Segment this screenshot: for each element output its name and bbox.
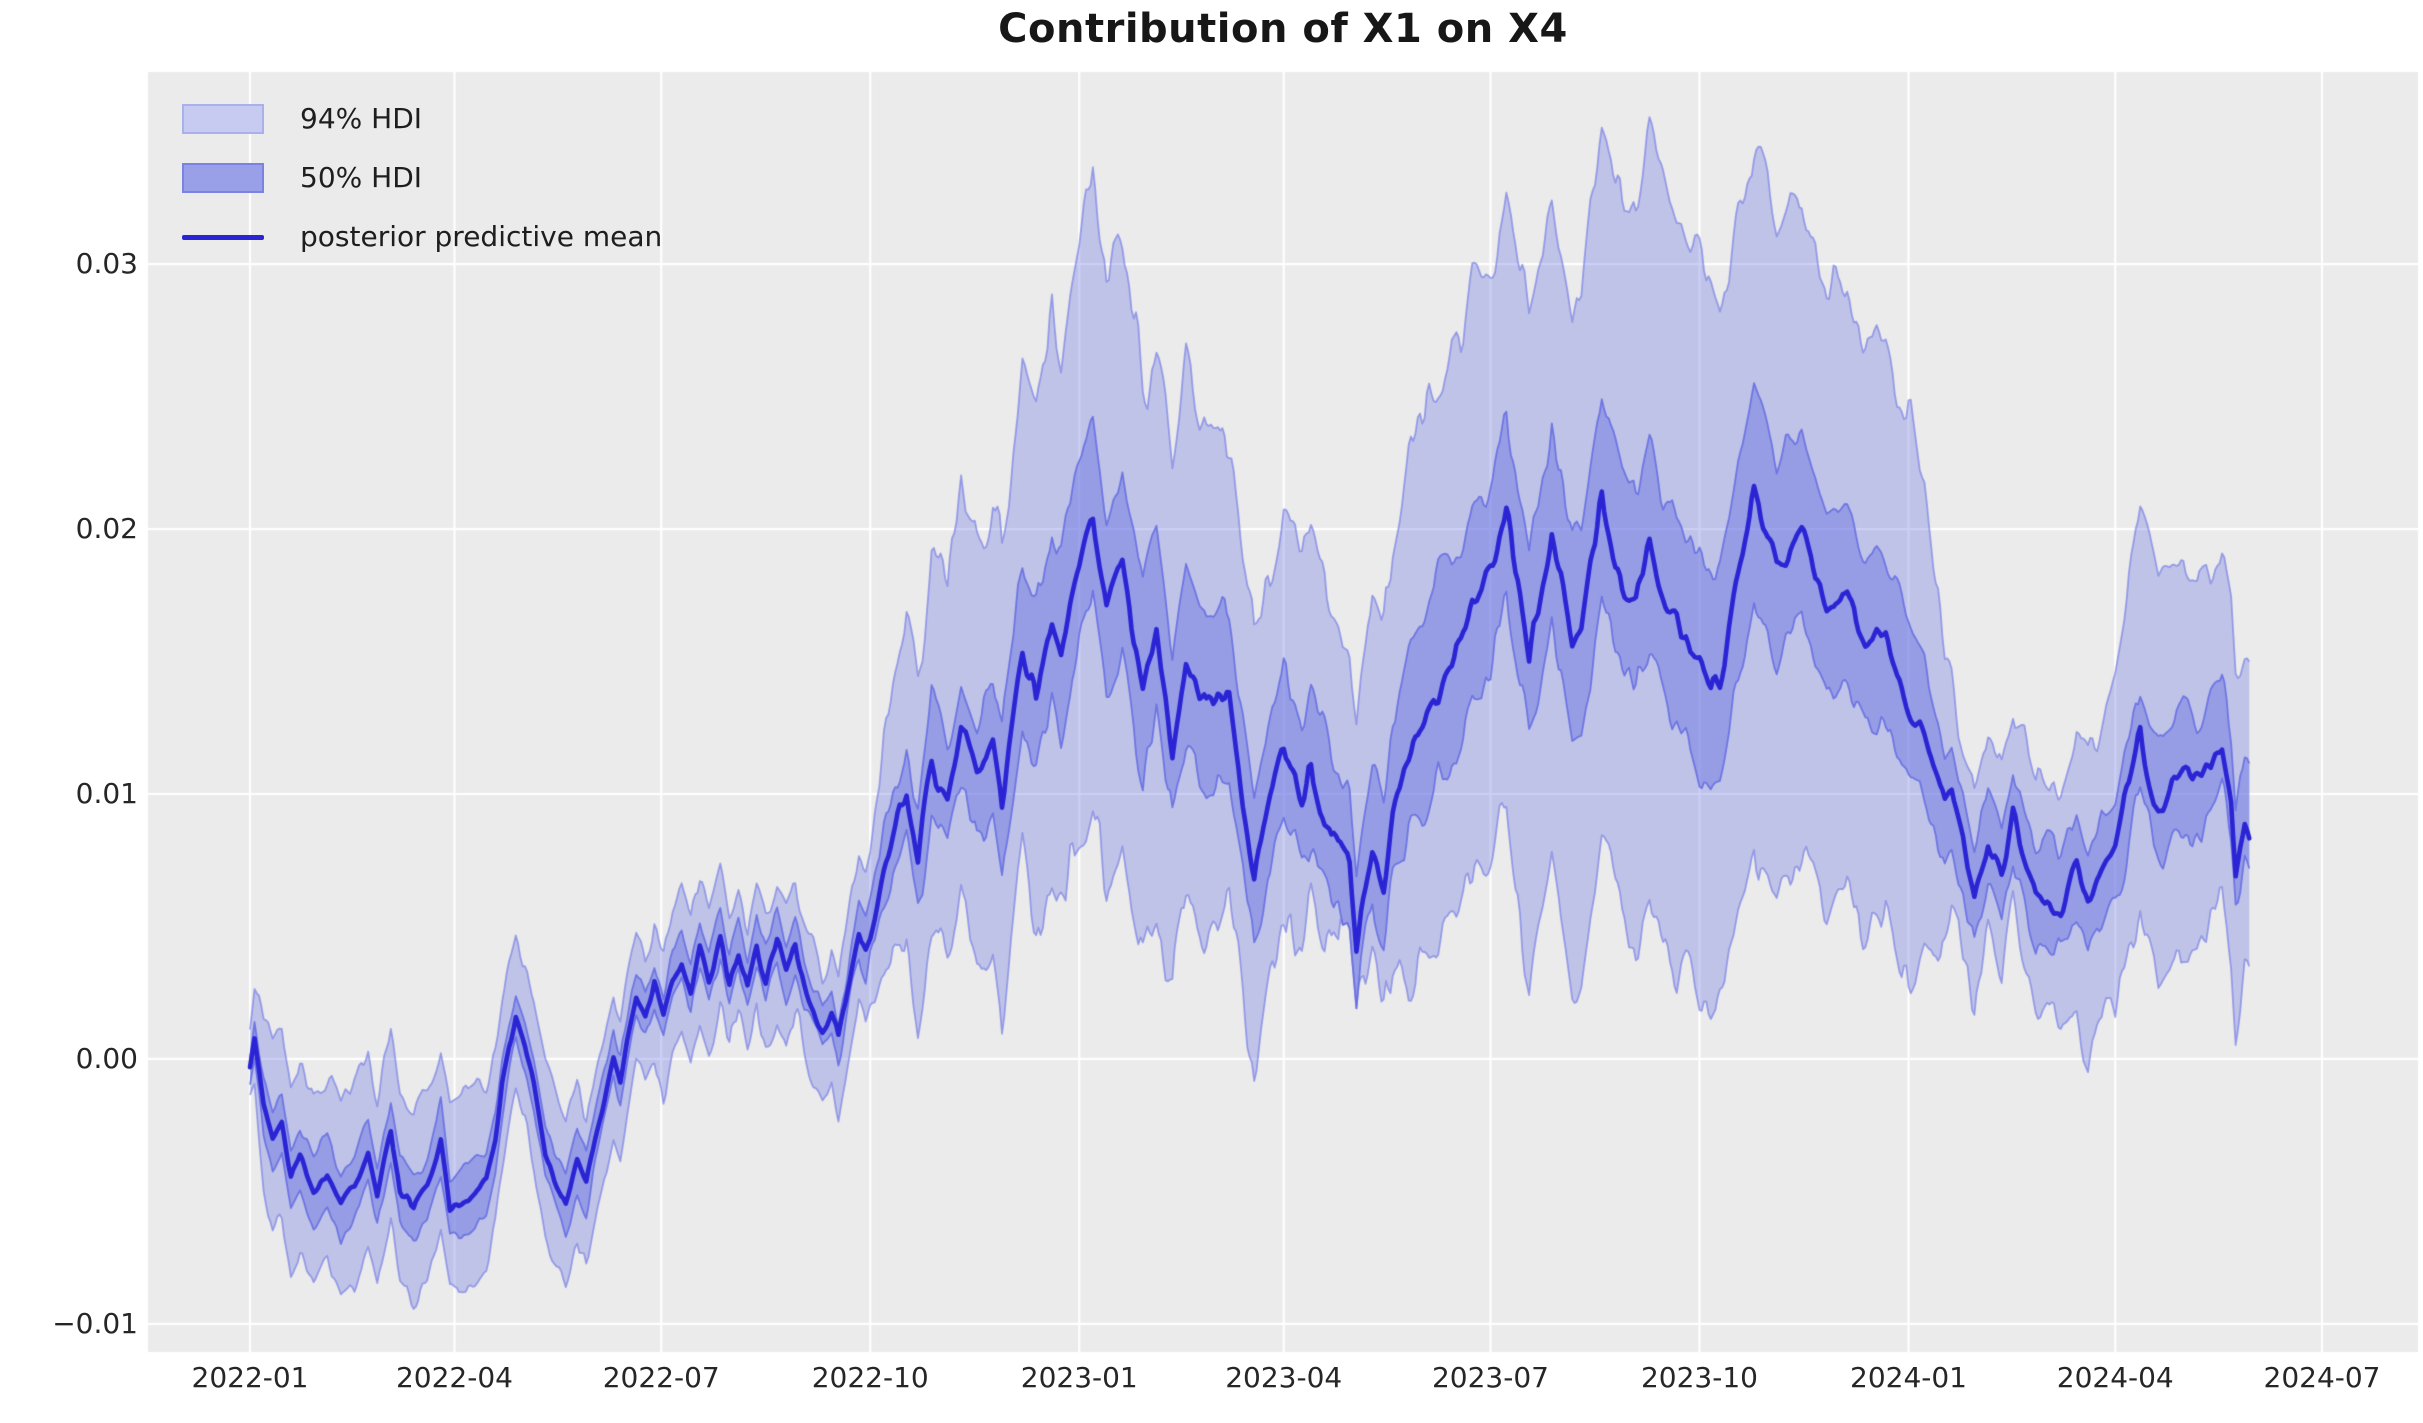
- x-tick-label: 2022-04: [395, 1361, 513, 1394]
- hdi94-swatch-icon: [182, 104, 264, 134]
- chart-title: Contribution of X1 on X4: [998, 6, 1568, 52]
- y-tick-label: 0.02: [75, 512, 138, 546]
- legend-label: 50% HDI: [300, 161, 423, 194]
- legend-item-mean: posterior predictive mean: [182, 222, 662, 252]
- hdi50-swatch-icon: [182, 163, 264, 193]
- mean-line-swatch-icon: [182, 234, 264, 240]
- x-tick-label: 2023-04: [1225, 1361, 1343, 1394]
- legend-label: posterior predictive mean: [300, 220, 663, 253]
- legend-label: 94% HDI: [300, 102, 423, 135]
- x-tick-label: 2024-04: [2056, 1361, 2174, 1394]
- x-tick-label: 2023-10: [1640, 1361, 1758, 1394]
- x-tick-label: 2024-07: [2263, 1361, 2381, 1394]
- legend-item-94-hdi: 94% HDI: [182, 104, 662, 134]
- x-tick-label: 2023-07: [1431, 1361, 1549, 1394]
- x-tick-label: 2022-07: [602, 1361, 720, 1394]
- y-tick-label: 0.03: [75, 247, 138, 281]
- x-tick-label: 2022-01: [191, 1361, 309, 1394]
- x-tick-label: 2023-01: [1020, 1361, 1138, 1394]
- y-tick-label: −0.01: [52, 1306, 138, 1340]
- y-tick-label: 0.00: [75, 1041, 138, 1075]
- y-tick-label: 0.01: [75, 777, 138, 810]
- legend: 94% HDI 50% HDI posterior predictive mea…: [182, 104, 662, 281]
- legend-item-50-hdi: 50% HDI: [182, 163, 662, 193]
- x-tick-label: 2024-01: [1850, 1361, 1967, 1394]
- x-tick-label: 2022-10: [811, 1361, 929, 1394]
